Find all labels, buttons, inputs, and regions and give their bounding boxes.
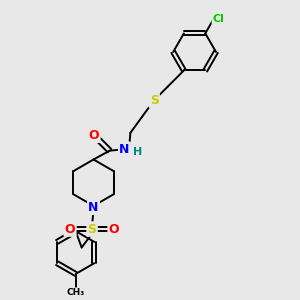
Text: CH₃: CH₃ [67, 288, 85, 297]
Text: N: N [88, 201, 99, 214]
Text: O: O [65, 223, 75, 236]
Text: N: N [119, 143, 130, 156]
Text: Cl: Cl [213, 14, 225, 24]
Text: S: S [88, 223, 97, 236]
Text: H: H [133, 147, 142, 157]
Text: O: O [109, 223, 119, 236]
Text: S: S [150, 94, 159, 107]
Text: O: O [89, 129, 99, 142]
